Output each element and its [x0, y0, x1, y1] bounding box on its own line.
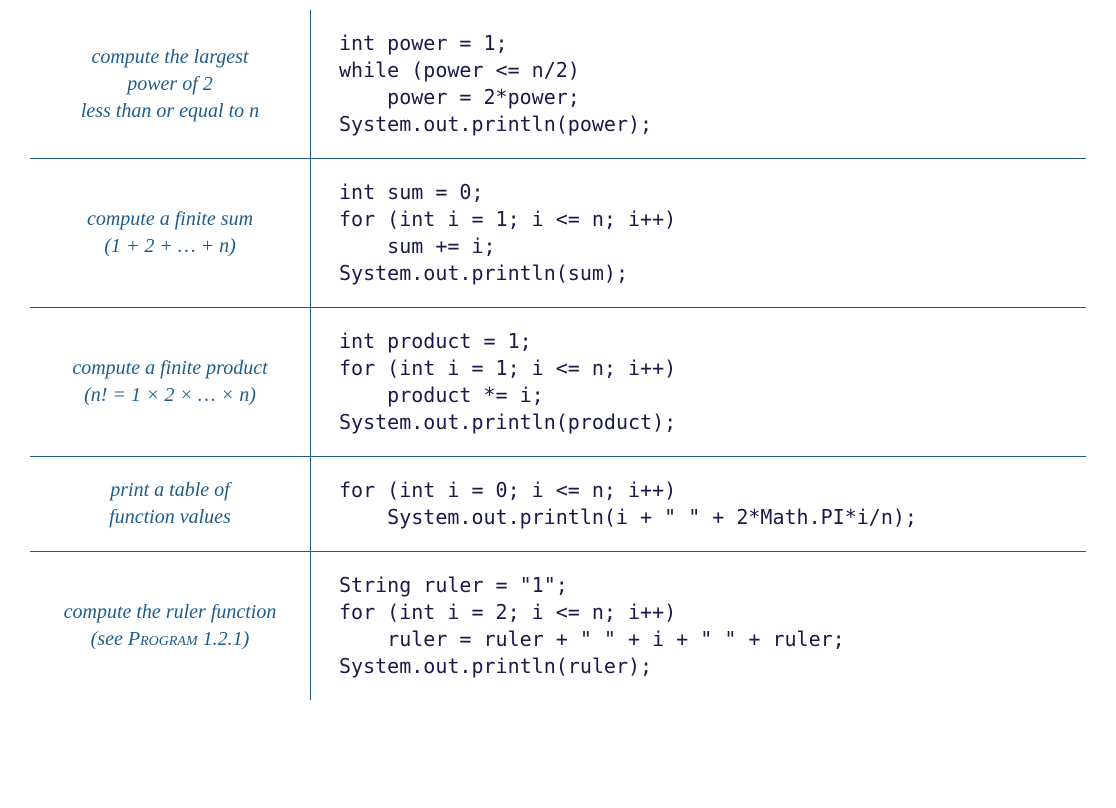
see-prefix: (see: [91, 628, 128, 650]
desc-line: compute the ruler function: [64, 599, 277, 626]
code-snippet: int power = 1; while (power <= n/2) powe…: [339, 30, 1076, 138]
code-snippet: String ruler = "1"; for (int i = 2; i <=…: [339, 572, 1076, 680]
desc-line: compute a finite product: [72, 355, 267, 382]
desc-line: compute the largest: [91, 44, 248, 71]
description-cell: print a table of function values: [30, 457, 311, 551]
program-ref: Program: [128, 628, 198, 650]
desc-line: function values: [109, 504, 231, 531]
description-cell: compute the ruler function (see Program …: [30, 552, 311, 700]
code-cell: String ruler = "1"; for (int i = 2; i <=…: [311, 552, 1086, 700]
desc-line: power of 2: [127, 71, 213, 98]
desc-line: (1 + 2 + … + n): [104, 233, 236, 260]
code-cell: for (int i = 0; i <= n; i++) System.out.…: [311, 457, 1086, 551]
table-row: print a table of function values for (in…: [30, 457, 1086, 552]
table-row: compute the largest power of 2 less than…: [30, 10, 1086, 159]
desc-line: less than or equal to n: [81, 98, 259, 125]
table-row: compute a finite sum (1 + 2 + … + n) int…: [30, 159, 1086, 308]
description-cell: compute a finite product (n! = 1 × 2 × ……: [30, 308, 311, 456]
description-cell: compute a finite sum (1 + 2 + … + n): [30, 159, 311, 307]
code-snippet: for (int i = 0; i <= n; i++) System.out.…: [339, 477, 1076, 531]
description-cell: compute the largest power of 2 less than…: [30, 10, 311, 158]
code-examples-table: compute the largest power of 2 less than…: [30, 10, 1086, 700]
code-snippet: int product = 1; for (int i = 1; i <= n;…: [339, 328, 1076, 436]
desc-line: compute a finite sum: [87, 206, 253, 233]
code-cell: int sum = 0; for (int i = 1; i <= n; i++…: [311, 159, 1086, 307]
code-cell: int power = 1; while (power <= n/2) powe…: [311, 10, 1086, 158]
desc-line: print a table of: [110, 477, 229, 504]
desc-line: (n! = 1 × 2 × … × n): [84, 382, 256, 409]
program-num: 1.2.1): [198, 628, 250, 650]
table-row: compute a finite product (n! = 1 × 2 × ……: [30, 308, 1086, 457]
code-cell: int product = 1; for (int i = 1; i <= n;…: [311, 308, 1086, 456]
code-snippet: int sum = 0; for (int i = 1; i <= n; i++…: [339, 179, 1076, 287]
desc-line: (see Program 1.2.1): [91, 626, 250, 653]
table-row: compute the ruler function (see Program …: [30, 552, 1086, 700]
